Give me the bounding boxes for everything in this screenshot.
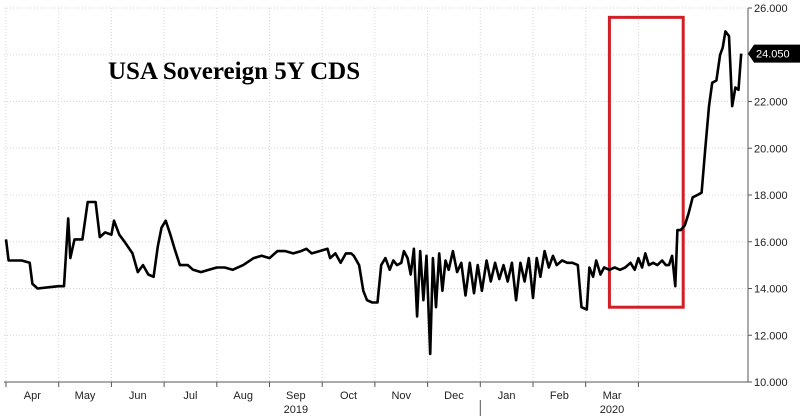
x-tick-label: Sep	[286, 390, 306, 402]
chart-title: USA Sovereign 5Y CDS	[108, 58, 361, 85]
x-tick-label: Mar	[603, 390, 622, 402]
last-value-label: 24.050	[756, 49, 790, 61]
y-tick-label: 22.000	[754, 97, 788, 109]
x-axis-ticks: Apr May Jun Jul Aug Sep Oct Nov Dec Jan Feb Mar	[24, 390, 622, 402]
y-tick-label: 12.000	[754, 330, 788, 342]
axes	[4, 7, 752, 416]
y-tick-label: 14.000	[754, 284, 788, 296]
last-value-tag	[748, 44, 800, 63]
y-tick-label: 16.000	[754, 237, 788, 249]
last-value-marker: 24.050	[748, 44, 800, 63]
series-line	[4, 30, 743, 356]
x-tick-label: Nov	[391, 390, 411, 402]
year-label: 2020	[600, 404, 624, 416]
highlight-rectangle	[607, 15, 685, 309]
y-tick-label: 18.000	[754, 190, 788, 202]
highlight-box	[607, 15, 685, 309]
x-tick-label: Jul	[183, 390, 197, 402]
x-tick-label: Apr	[24, 390, 41, 402]
x-tick-label: May	[75, 390, 96, 402]
y-tick-label: 10.000	[754, 377, 788, 389]
x-tick-label: Feb	[550, 390, 569, 402]
x-tick-label: Jun	[129, 390, 147, 402]
y-tick-label: 20.000	[754, 143, 788, 155]
year-label: 2019	[284, 404, 308, 416]
series-layer	[4, 30, 743, 356]
gridlines	[4, 7, 748, 383]
x-tick-label: Jan	[498, 390, 516, 402]
x-tick-label: Oct	[340, 390, 357, 402]
year-labels: 2019 2020	[284, 404, 625, 416]
x-tick-label: Aug	[233, 390, 253, 402]
x-tick-label: Dec	[444, 390, 464, 402]
y-tick-label: 26.000	[754, 3, 788, 15]
